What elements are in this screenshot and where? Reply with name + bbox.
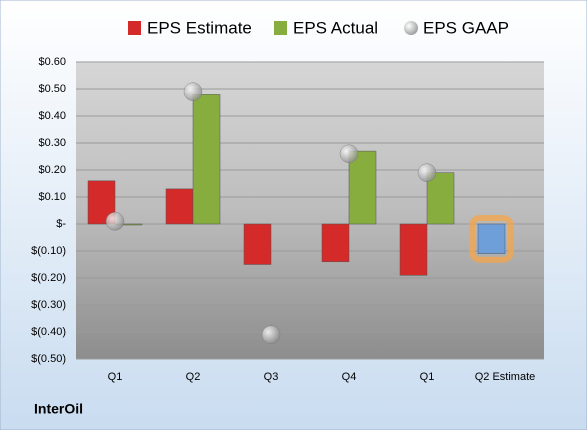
gaap-point <box>105 212 125 231</box>
gaap-point <box>261 325 281 344</box>
legend-marker <box>128 21 141 35</box>
bar <box>243 223 272 265</box>
x-tick-label: Q3 <box>264 371 279 383</box>
y-tick-label: $0.10 <box>38 191 66 203</box>
bar <box>165 188 194 225</box>
legend-label: EPS Actual <box>293 18 378 37</box>
bar <box>192 94 221 225</box>
bar <box>399 223 428 276</box>
y-tick-label: $0.60 <box>38 56 66 68</box>
y-tick-label: $(0.40) <box>31 326 66 338</box>
bar <box>321 223 350 263</box>
plot-area <box>76 62 544 359</box>
legend-marker <box>274 21 287 35</box>
footer: InterOil <box>34 401 83 417</box>
bar <box>426 172 455 225</box>
legend-label: EPS GAAP <box>423 18 509 37</box>
y-tick-label: $- <box>56 218 66 230</box>
gaap-point <box>417 163 437 182</box>
y-tick-label: $(0.10) <box>31 245 66 257</box>
x-tick-label: Q4 <box>342 371 357 383</box>
gaap-point <box>339 144 359 164</box>
x-tick-label: Q1 <box>108 371 123 383</box>
y-tick-label: $0.20 <box>38 164 66 176</box>
x-tick-label: Q2 Estimate <box>475 371 536 383</box>
gaap-point <box>183 82 203 101</box>
y-tick-label: $(0.30) <box>31 299 66 311</box>
legend-marker <box>404 21 418 35</box>
legend-label: EPS Estimate <box>147 18 252 37</box>
y-tick-label: $0.40 <box>38 110 66 122</box>
y-tick-label: $0.30 <box>38 137 66 149</box>
x-tick-label: Q2 <box>186 371 201 383</box>
bar <box>348 150 377 225</box>
bar <box>477 223 506 254</box>
y-tick-label: $0.50 <box>38 83 66 95</box>
x-tick-label: Q1 <box>420 371 435 383</box>
y-tick-label: $(0.20) <box>31 272 66 284</box>
y-tick-label: $(0.50) <box>31 353 66 365</box>
highlight-glow <box>469 215 514 263</box>
